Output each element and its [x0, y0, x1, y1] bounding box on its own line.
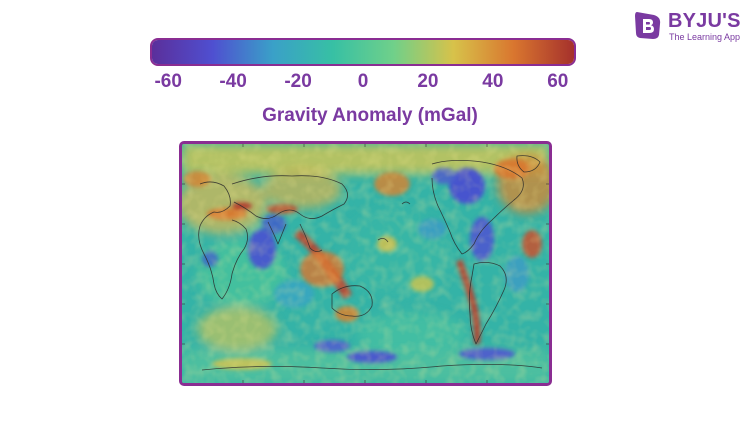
colorbar-tick-label: -40: [219, 71, 247, 92]
colorbar-tick-label: 60: [547, 71, 569, 92]
brand-logo[interactable]: BYJU'S The Learning App: [632, 9, 742, 49]
byjus-b-logo-icon: [635, 12, 661, 39]
colorbar: [150, 38, 576, 66]
colorbar-tick-label: 40: [482, 71, 504, 92]
colorbar-tick-label: -20: [284, 71, 312, 92]
texture-overlay: [182, 144, 549, 383]
colorbar-tick-label: -60: [154, 71, 182, 92]
colorbar-title: Gravity Anomaly (mGal): [262, 105, 478, 126]
map-canvas: [182, 144, 549, 383]
brand-tagline: The Learning App: [669, 32, 741, 42]
graticule-ticks: [182, 144, 549, 383]
brand-name: BYJU'S: [668, 10, 741, 32]
gravity-anomaly-map: [179, 141, 552, 386]
colorbar-tick-labels: -60 -40 -20 0 20 40 60: [0, 70, 750, 96]
colorbar-tick-label: 0: [357, 71, 369, 92]
coastlines: [198, 155, 543, 371]
colorbar-tick-label: 20: [417, 71, 439, 92]
